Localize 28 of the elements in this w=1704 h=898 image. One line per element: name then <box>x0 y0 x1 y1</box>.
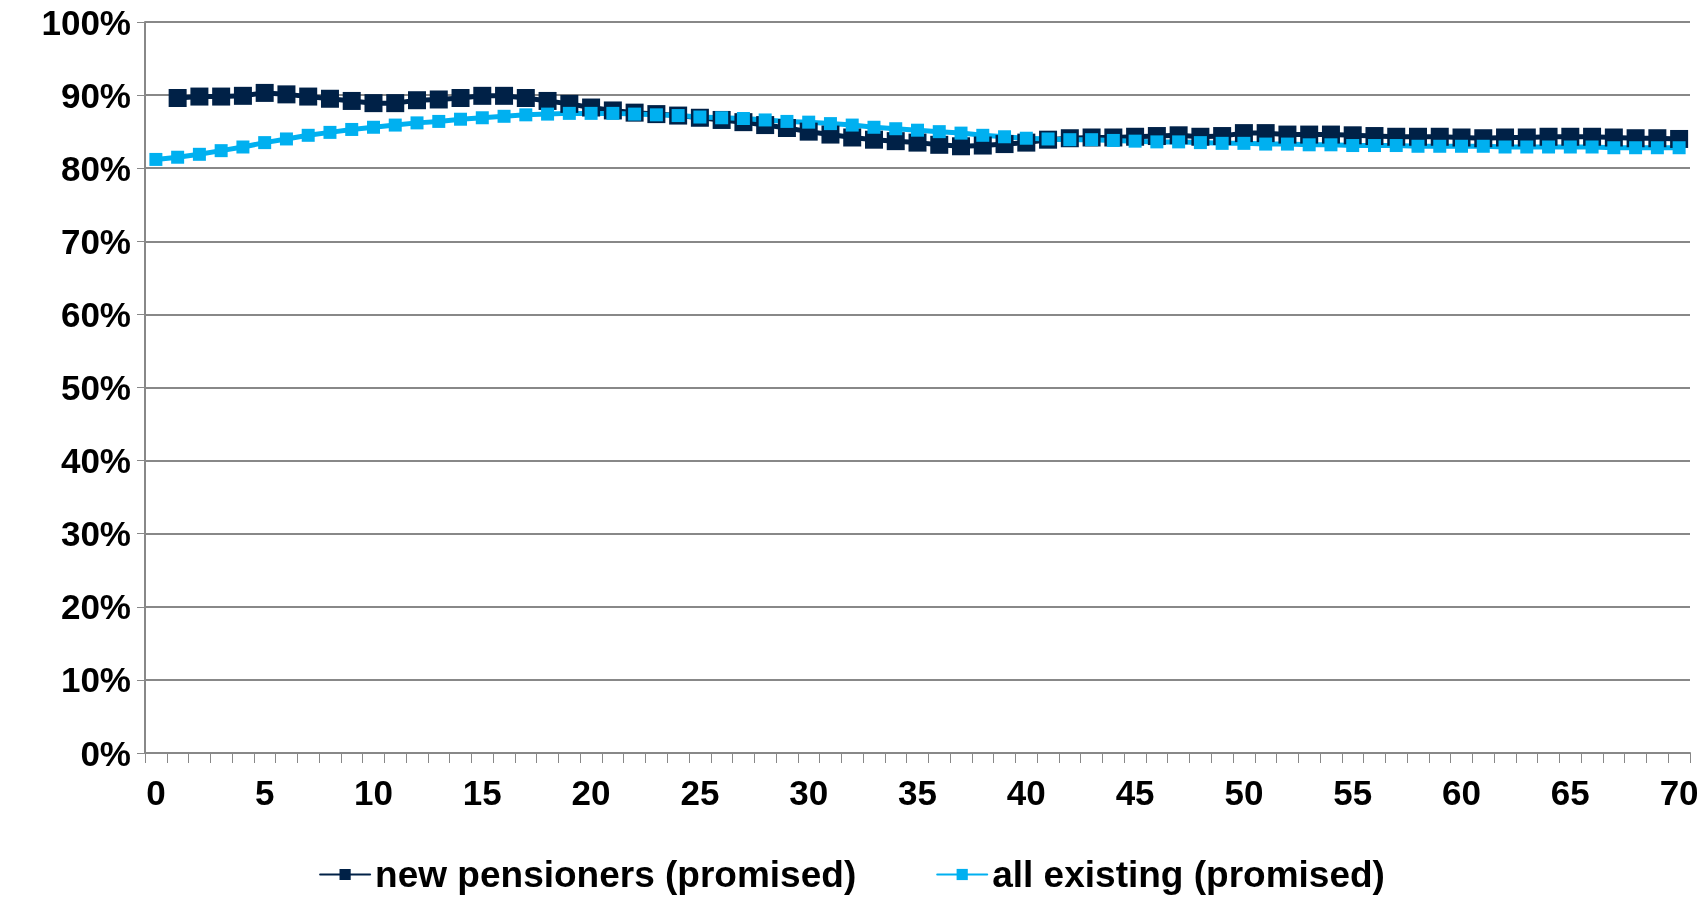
x-tick-label: 55 <box>1333 773 1373 812</box>
y-tick-label: 70% <box>60 221 131 261</box>
y-tick-label: 10% <box>60 660 131 700</box>
x-tick-label: 20 <box>571 773 611 812</box>
x-tick-label: 30 <box>789 773 829 812</box>
legend-label: all existing (promised) <box>992 854 1385 895</box>
y-tick-label: 60% <box>60 294 131 334</box>
x-tick-label: 50 <box>1224 773 1264 812</box>
x-tick-label: 40 <box>1006 773 1046 812</box>
y-tick-label: 20% <box>60 587 131 627</box>
x-tick-label: 15 <box>462 773 502 812</box>
x-tick-label: 35 <box>898 773 937 812</box>
legend-label: new pensioners (promised) <box>375 854 857 895</box>
x-tick-label: 65 <box>1550 773 1590 812</box>
x-tick-label: 0 <box>146 773 166 812</box>
x-tick-label: 5 <box>254 773 275 812</box>
y-tick-label: 40% <box>60 441 131 481</box>
y-tick-label: 30% <box>60 514 131 554</box>
x-tick-label: 60 <box>1442 773 1481 812</box>
y-tick-label: 100% <box>41 2 131 42</box>
y-tick-label: 50% <box>60 368 131 407</box>
x-tick-label: 45 <box>1115 773 1155 812</box>
x-tick-label: 10 <box>354 773 393 812</box>
y-tick-label: 90% <box>60 75 131 115</box>
y-tick-label: 80% <box>60 148 131 188</box>
x-tick-label: 25 <box>680 773 720 812</box>
y-tick-label: 0% <box>80 733 131 773</box>
x-tick-label: 70 <box>1659 773 1699 812</box>
